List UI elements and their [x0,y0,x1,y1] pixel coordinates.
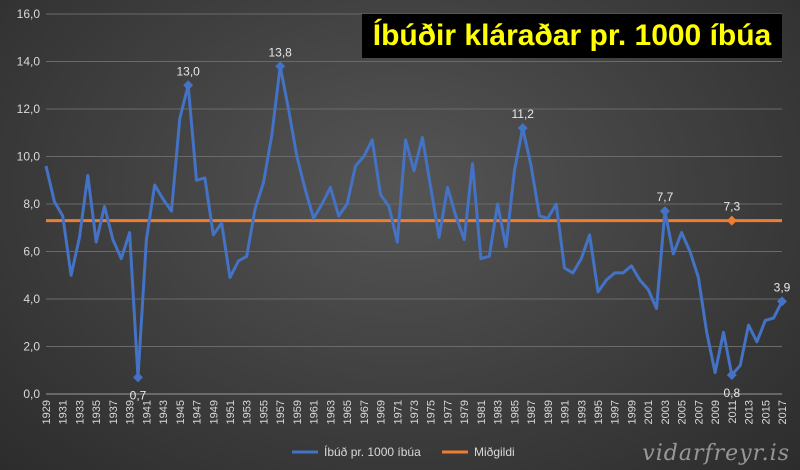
data-markers [133,61,787,383]
x-tick-label: 1943 [158,400,170,424]
watermark: vidarfreyr.is [642,441,790,466]
x-tick-label: 1999 [626,400,638,424]
data-label: 3,9 [774,280,791,294]
x-tick-label: 1961 [309,400,321,424]
x-tick-label: 1947 [192,400,204,424]
x-tick-label: 2011 [727,400,739,424]
x-tick-label: 2003 [660,400,672,424]
x-tick-label: 1957 [275,400,287,424]
data-label: 7,7 [657,190,674,204]
x-tick-label: 1933 [74,400,86,424]
x-tick-label: 2005 [677,400,689,424]
data-point-marker [183,80,194,91]
x-tick-label: 1985 [509,400,521,424]
series-line [44,64,784,379]
y-tick-label: 14,0 [17,55,41,69]
x-tick-label: 1983 [493,400,505,424]
y-tick-label: 4,0 [23,292,40,306]
x-tick-label: 1931 [58,400,70,424]
x-tick-label: 1967 [359,400,371,424]
main-series [44,64,784,379]
x-tick-label: 1939 [125,400,137,424]
x-tick-label: 1969 [376,400,388,424]
x-tick-label: 2013 [744,400,756,424]
x-tick-label: 1991 [560,400,572,424]
legend: Íbúð pr. 1000 íbúa Miðgildi [292,444,515,459]
legend-label: Miðgildi [474,445,515,459]
x-tick-label: 2009 [710,400,722,424]
x-tick-label: 1979 [459,400,471,424]
data-label: 0,8 [723,386,740,400]
data-label: 13,8 [269,45,293,59]
x-tick-label: 1929 [41,400,53,424]
x-tick-label: 1935 [91,400,103,424]
x-tick-label: 1989 [543,400,555,424]
legend-label: Íbúð pr. 1000 íbúa [324,444,421,459]
data-labels: 0,7 13,0 13,8 11,2 7,7 0,8 3,9 7,3 [130,45,791,402]
x-tick-label: 1937 [108,400,120,424]
x-axis-ticks: 1929 1931 1933 1935 1937 1939 1941 1943 1945 1947… [41,400,789,424]
x-tick-label: 1945 [175,400,187,424]
x-tick-label: 1981 [476,400,488,424]
y-tick-label: 6,0 [23,245,40,259]
data-point-marker [517,123,528,133]
y-tick-label: 2,0 [23,340,40,354]
x-tick-label: 1955 [258,400,270,424]
data-label: 13,0 [177,64,201,78]
data-point-marker [726,370,737,380]
x-tick-label: 1963 [325,400,337,424]
y-tick-label: 10,0 [17,150,41,164]
x-tick-label: 2001 [643,400,655,424]
data-label: 7,3 [723,200,740,214]
data-point-marker [726,215,737,226]
data-point-marker [275,61,286,72]
x-tick-label: 1953 [242,400,254,424]
x-tick-label: 1971 [392,400,404,424]
x-tick-label: 1993 [576,400,588,424]
x-tick-label: 2007 [693,400,705,424]
x-tick-label: 1941 [141,400,153,424]
x-tick-label: 1987 [526,400,538,424]
x-tick-label: 1995 [593,400,605,424]
x-tick-label: 1965 [342,400,354,424]
y-tick-label: 16,0 [17,7,41,21]
x-tick-label: 1997 [610,400,622,424]
x-tick-label: 1949 [208,400,220,424]
data-point-marker [777,296,787,307]
y-tick-label: 12,0 [17,102,41,116]
data-label: 0,7 [130,388,147,402]
data-point-marker [659,206,670,217]
x-tick-label: 2017 [777,400,789,424]
data-point-marker [133,372,143,383]
x-tick-label: 1959 [292,400,304,424]
chart-title: Íbúðir kláraðar pr. 1000 íbúa [362,14,782,58]
x-tick-label: 2015 [760,400,772,424]
x-tick-label: 1975 [426,400,438,424]
x-tick-label: 1977 [442,400,454,424]
y-tick-label: 0,0 [23,387,40,401]
y-axis-ticks: 0,0 2,0 4,0 6,0 8,0 10,0 12,0 14,0 16,0 [17,7,41,401]
x-tick-label: 1951 [225,400,237,424]
x-tick-label: 1973 [409,400,421,424]
data-label: 11,2 [511,107,534,121]
y-tick-label: 8,0 [23,197,40,211]
